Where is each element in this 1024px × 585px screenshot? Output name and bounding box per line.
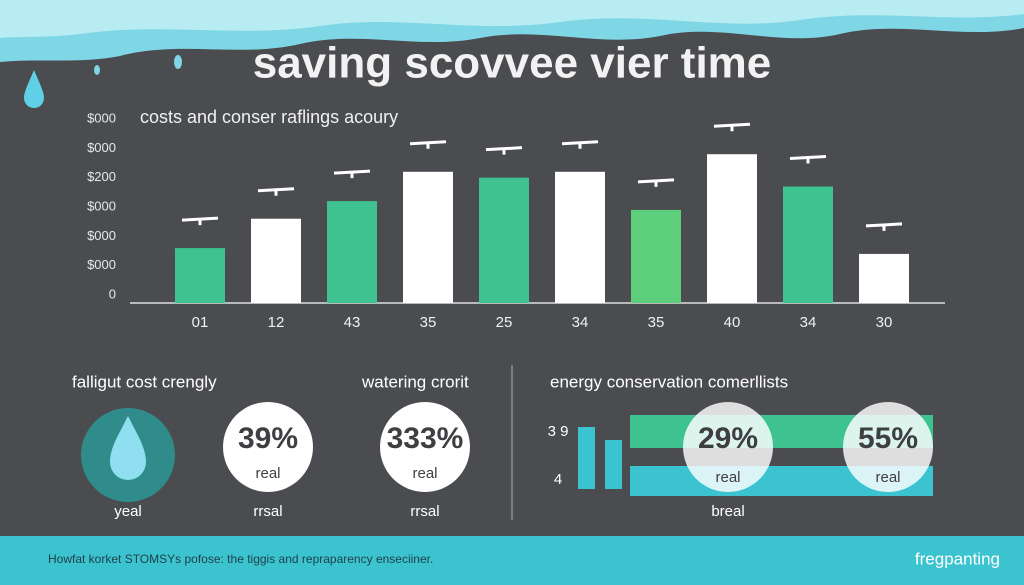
y-tick-label: 0 xyxy=(109,286,116,301)
x-tick-label: 34 xyxy=(572,314,589,331)
bar-cap-decor xyxy=(637,178,675,187)
bar-cap-decor xyxy=(409,140,447,149)
y-tick-label: $000 xyxy=(87,257,116,272)
x-tick-label: 01 xyxy=(192,314,209,331)
stat-caption: rrsal xyxy=(253,503,282,520)
bar xyxy=(631,209,681,303)
bar xyxy=(251,218,301,303)
x-tick-label: 34 xyxy=(800,314,817,331)
x-tick-label: 43 xyxy=(344,314,361,331)
stat-caption: breal xyxy=(711,503,744,520)
stat-percent: 333% xyxy=(387,422,464,455)
side-label: 4 xyxy=(554,471,562,488)
bar-cap-decor xyxy=(333,169,371,179)
bar-decor xyxy=(605,440,622,489)
drop-icon xyxy=(24,70,44,108)
middle-panel: watering crorit 333% real rrsal xyxy=(361,372,470,520)
bar-cap-decor xyxy=(561,140,599,149)
y-tick-label: $000 xyxy=(87,140,116,155)
stat-circle xyxy=(380,402,470,492)
bar-cap-decor xyxy=(181,216,219,226)
bar xyxy=(783,186,833,303)
stat-percent: 29% xyxy=(698,422,758,455)
drip xyxy=(174,55,182,69)
bar xyxy=(707,154,757,303)
bar-decor xyxy=(578,427,595,489)
drip xyxy=(94,65,100,75)
stat-label: real xyxy=(875,469,900,486)
bar-cap-decor xyxy=(713,122,751,132)
bar xyxy=(479,177,529,303)
x-tick-label: 35 xyxy=(648,314,665,331)
footer-band xyxy=(0,536,1024,585)
bar-cap-decor xyxy=(485,146,523,155)
chart-subtitle: costs and conser raflings acoury xyxy=(140,107,398,127)
x-tick-label: 40 xyxy=(724,314,741,331)
y-tick-label: $000 xyxy=(87,110,116,125)
bar xyxy=(555,171,605,303)
y-tick-label: $000 xyxy=(87,198,116,213)
stat-label: real xyxy=(412,465,437,482)
left-panel: falligut cost crengly yeal 39% real rrsa… xyxy=(72,372,313,520)
side-label: 3 9 xyxy=(548,423,569,440)
bar-cap-decor xyxy=(789,154,827,164)
stat-circle xyxy=(843,402,933,492)
stat-label: real xyxy=(255,465,280,482)
bar xyxy=(175,248,225,303)
x-tick-label: 30 xyxy=(876,314,893,331)
y-tick-label: $200 xyxy=(87,169,116,184)
x-tick-label: 35 xyxy=(420,314,437,331)
bar xyxy=(859,253,909,303)
drop-icon xyxy=(110,416,146,480)
stat-circle xyxy=(683,402,773,492)
stat-label: real xyxy=(715,469,740,486)
bar-cap-decor xyxy=(865,222,903,231)
chart-title: saving scovvee vier time xyxy=(253,39,772,88)
stat-percent: 39% xyxy=(238,422,298,455)
x-tick-label: 12 xyxy=(268,314,285,331)
panel-title: falligut cost crengly xyxy=(72,372,217,391)
footer-text: Howfat korket STOMSYs pofose: the tiggis… xyxy=(48,552,433,566)
stat-circle xyxy=(223,402,313,492)
bar-chart: 0 $000 $000 $000 $200 $000 $000 01 12 43 35 25 34 35 4… xyxy=(87,110,909,331)
bar xyxy=(327,201,377,303)
right-panel: energy conservation comerllists 3 9 4 29… xyxy=(548,372,933,520)
stat-percent: 55% xyxy=(858,422,918,455)
panel-title: energy conservation comerllists xyxy=(550,372,788,391)
panel-title: watering crorit xyxy=(361,372,469,391)
footer-brand: fregpanting xyxy=(915,549,1000,568)
bar xyxy=(403,171,453,303)
water-wave-light xyxy=(0,0,1024,38)
y-tick-label: $000 xyxy=(87,228,116,243)
icon-label: yeal xyxy=(114,503,142,520)
bar-cap-decor xyxy=(257,187,295,196)
x-tick-label: 25 xyxy=(496,314,513,331)
stat-caption: rrsal xyxy=(410,503,439,520)
